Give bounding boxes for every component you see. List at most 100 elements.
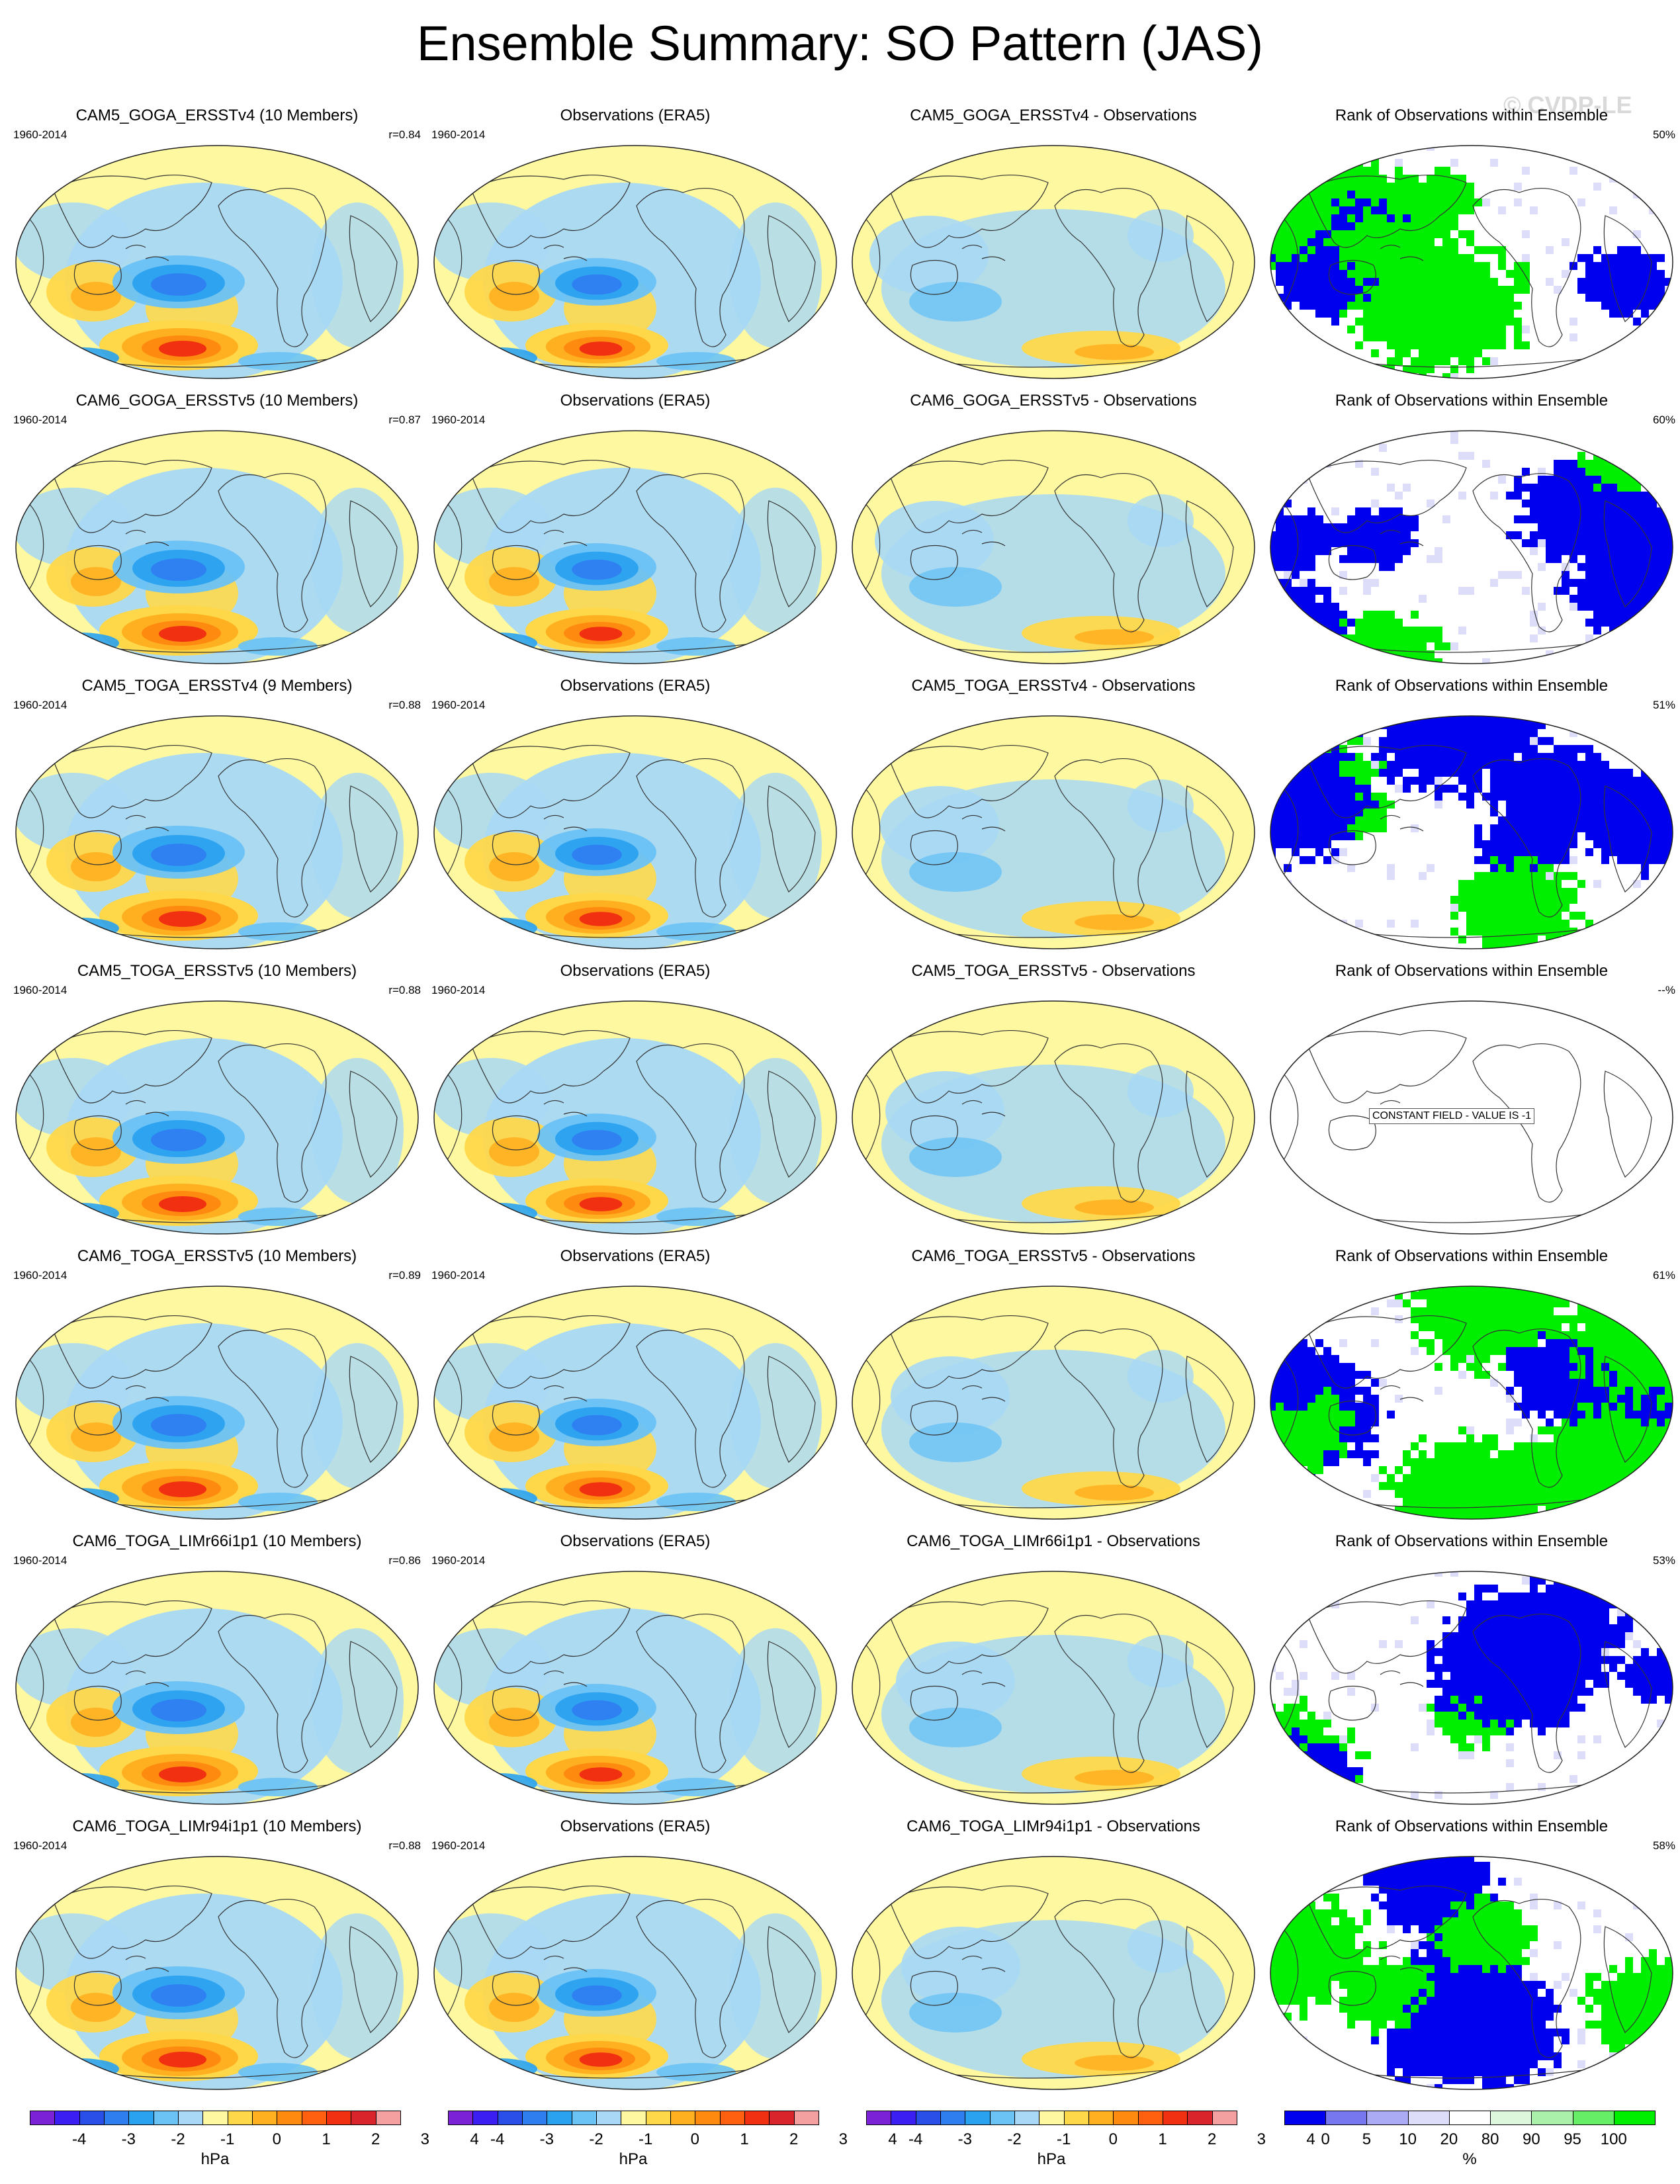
colorbar-tick-label: -1	[220, 2130, 235, 2148]
slp-anomaly-map	[852, 1000, 1255, 1235]
panel-model-row-7: CAM6_TOGA_LIMr94i1p1 (10 Members) 1960-20…	[5, 1817, 429, 2101]
colorbar-unit: %	[1462, 2150, 1477, 2168]
panel-model-row-6: CAM6_TOGA_LIMr66i1p1 (10 Members) 1960-20…	[5, 1532, 429, 1816]
period-label: 1960-2014	[13, 128, 67, 141]
period-label: 1960-2014	[431, 414, 486, 426]
colorbar-swatch	[30, 2111, 56, 2125]
colorbar-tick-label: 4	[888, 2130, 897, 2148]
panel-title: CAM6_TOGA_LIMr66i1p1 (10 Members)	[72, 1532, 362, 1550]
colorbar-tick-label: 2	[1207, 2130, 1217, 2148]
panel-title: CAM5_TOGA_ERSSTv5 - Observations	[911, 962, 1196, 980]
colorbar-tick-label: 10	[1399, 2130, 1417, 2148]
panel-model-row-4: CAM5_TOGA_ERSSTv5 (10 Members) 1960-2014 r…	[5, 961, 429, 1246]
colorbar-tick-label: -2	[171, 2130, 185, 2148]
period-label: 1960-2014	[13, 414, 67, 426]
colorbar-swatch	[695, 2111, 721, 2125]
pattern-correlation: r=0.88	[388, 984, 421, 996]
colorbar-swatch	[1212, 2111, 1237, 2125]
pattern-correlation: r=0.89	[388, 1269, 421, 1282]
panel-title: CAM6_TOGA_LIMr66i1p1 - Observations	[906, 1532, 1200, 1550]
panel-diff-row-3: CAM5_TOGA_ERSSTv4 - Observations	[842, 676, 1265, 961]
colorbar-4: 0 5 10 20 80 90 95 100%	[1284, 2111, 1656, 2170]
panel-diff-row-4: CAM5_TOGA_ERSSTv5 - Observations	[842, 961, 1265, 1246]
panel-title: Rank of Observations within Ensemble	[1335, 677, 1609, 695]
slp-anomaly-map	[433, 1286, 837, 1520]
panel-title: CAM6_GOGA_ERSSTv5 - Observations	[910, 392, 1197, 410]
colorbar-swatch	[277, 2111, 302, 2125]
panel-title: Observations (ERA5)	[560, 962, 711, 980]
colorbar-tick-label: -3	[957, 2130, 972, 2148]
slp-anomaly-map	[433, 1571, 837, 1805]
colorbar-tick-label: 80	[1481, 2130, 1499, 2148]
slp-anomaly-map	[15, 145, 419, 379]
colorbar-swatch	[1187, 2111, 1213, 2125]
panel-title: Observations (ERA5)	[560, 1817, 711, 1835]
colorbar-tick-label: 1	[1158, 2130, 1167, 2148]
colorbar-swatch	[202, 2111, 228, 2125]
panel-obs-row-1: Observations (ERA5) 1960-2014	[423, 106, 847, 390]
colorbar-swatch	[326, 2111, 352, 2125]
panel-title: CAM6_TOGA_LIMr94i1p1 (10 Members)	[72, 1817, 362, 1835]
colorbar-swatch	[621, 2111, 646, 2125]
colorbar-swatch	[1613, 2111, 1656, 2125]
panel-diff-row-7: CAM6_TOGA_LIMr94i1p1 - Observations	[842, 1817, 1265, 2101]
colorbar-swatch	[1407, 2111, 1450, 2125]
panel-rank-row-7: Rank of Observations within Ensemble 58%	[1260, 1817, 1680, 2101]
panel-title: CAM5_GOGA_ERSSTv4 (10 Members)	[75, 107, 359, 124]
slp-anomaly-map	[15, 1000, 419, 1235]
pattern-correlation: r=0.86	[388, 1554, 421, 1567]
rank-percent: 61%	[1652, 1269, 1675, 1282]
panel-title: Rank of Observations within Ensemble	[1335, 1532, 1609, 1550]
rank-map	[1270, 430, 1673, 664]
panel-diff-row-5: CAM6_TOGA_ERSSTv5 - Observations	[842, 1246, 1265, 1531]
colorbar-tick-label: 100	[1600, 2130, 1627, 2148]
colorbar-tick-label: -4	[71, 2130, 87, 2148]
slp-anomaly-map	[15, 1856, 419, 2090]
pattern-correlation: r=0.84	[388, 128, 421, 141]
colorbar-tick-label: 4	[1306, 2130, 1315, 2148]
rank-percent: --%	[1658, 984, 1675, 996]
panel-rank-row-3: Rank of Observations within Ensemble 51%	[1260, 676, 1680, 961]
slp-anomaly-map	[852, 430, 1255, 664]
colorbar-swatch	[448, 2111, 474, 2125]
colorbar-swatch	[1014, 2111, 1040, 2125]
colorbar-swatch	[1490, 2111, 1532, 2125]
period-label: 1960-2014	[13, 1839, 67, 1852]
colorbar-swatch	[472, 2111, 498, 2125]
colorbar-swatch	[1039, 2111, 1065, 2125]
colorbar-swatch	[252, 2111, 278, 2125]
colorbar-swatch	[891, 2111, 916, 2125]
colorbar-swatch	[79, 2111, 105, 2125]
colorbar-tick-label: -1	[638, 2130, 653, 2148]
panel-title: Observations (ERA5)	[560, 1532, 711, 1550]
colorbar-tick-label: -4	[908, 2130, 923, 2148]
panel-title: Rank of Observations within Ensemble	[1335, 392, 1609, 410]
colorbar-swatch	[1163, 2111, 1188, 2125]
colorbar-tick-label: 20	[1440, 2130, 1458, 2148]
constant-field-note: CONSTANT FIELD - VALUE IS -1	[1369, 1108, 1535, 1124]
slp-anomaly-map	[852, 145, 1255, 379]
pattern-correlation: r=0.88	[388, 1839, 421, 1852]
colorbar-tick-label: -3	[539, 2130, 554, 2148]
rank-percent: 53%	[1652, 1554, 1675, 1567]
rank-percent: 58%	[1652, 1839, 1675, 1852]
colorbar-tick-label: 95	[1564, 2130, 1581, 2148]
rank-percent: 60%	[1652, 414, 1675, 426]
panel-obs-row-5: Observations (ERA5) 1960-2014	[423, 1246, 847, 1531]
colorbar-swatch	[497, 2111, 523, 2125]
panel-title: Observations (ERA5)	[560, 1247, 711, 1265]
colorbar-tick-label: 5	[1362, 2130, 1372, 2148]
rank-map	[1270, 145, 1673, 379]
slp-anomaly-map	[15, 430, 419, 664]
period-label: 1960-2014	[431, 1554, 486, 1567]
colorbar-swatch	[227, 2111, 253, 2125]
period-label: 1960-2014	[13, 1554, 67, 1567]
colorbar-swatch	[744, 2111, 770, 2125]
panel-title: Rank of Observations within Ensemble	[1335, 1247, 1609, 1265]
colorbar-tick-label: 0	[1108, 2130, 1118, 2148]
panel-title: CAM6_TOGA_ERSSTv5 (10 Members)	[77, 1247, 357, 1265]
colorbar-tick-label: 3	[420, 2130, 430, 2148]
colorbar-swatch	[793, 2111, 819, 2125]
colorbar-swatch	[104, 2111, 130, 2125]
panel-obs-row-3: Observations (ERA5) 1960-2014	[423, 676, 847, 961]
